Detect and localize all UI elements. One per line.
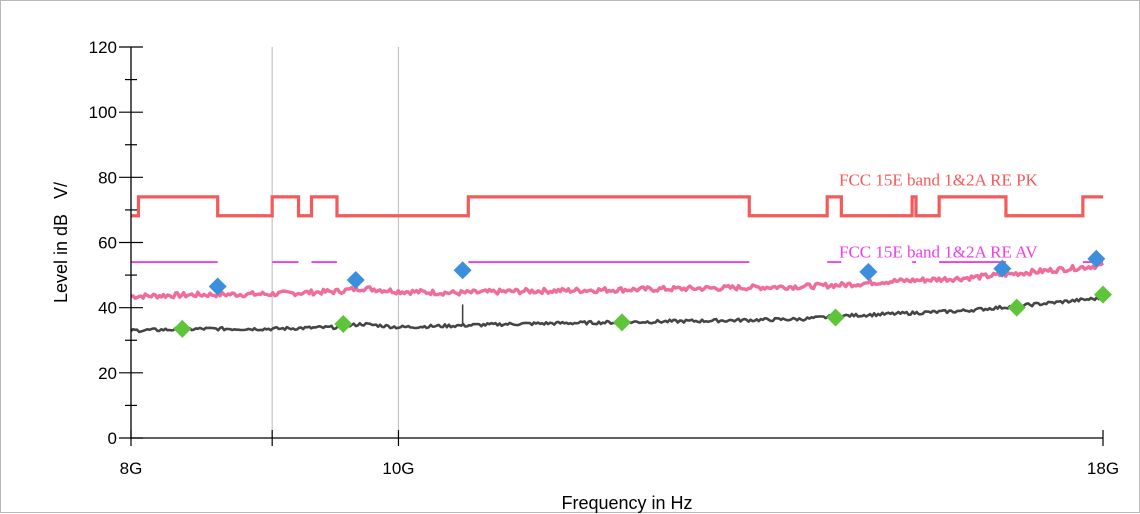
y-axis-title: Level in dB V/: [51, 182, 71, 303]
x-tick-label: 10G: [382, 459, 414, 478]
peak-marker: [1087, 249, 1106, 268]
markers: [173, 249, 1112, 338]
peak-marker: [453, 261, 472, 280]
y-tick-label: 20: [98, 364, 117, 383]
y-tick-label: 60: [98, 234, 117, 253]
x-tick-label: 18G: [1087, 459, 1119, 478]
pk-limit-line: [131, 195, 1103, 218]
av-limit-label: FCC 15E band 1&2A RE AV: [839, 243, 1038, 262]
grid-layer: [271, 47, 400, 438]
y-tick-label: 120: [89, 38, 117, 57]
axes: 0 20 40 60 80 100 120 8G 10G 18G: [89, 38, 1119, 478]
average-marker: [1094, 285, 1112, 304]
average-marker: [826, 308, 845, 327]
y-tick-label: 0: [108, 429, 117, 448]
average-marker: [612, 313, 631, 332]
average-marker: [334, 314, 353, 333]
x-tick-label: 8G: [120, 459, 143, 478]
y-tick-label: 40: [98, 299, 117, 318]
limit-lines: FCC 15E band 1&2A RE PK FCC 15E band 1&2A…: [131, 170, 1103, 263]
y-tick-label: 80: [98, 168, 117, 187]
peak-trace: [130, 261, 1105, 300]
y-tick-label: 100: [89, 103, 117, 122]
peak-marker: [208, 277, 227, 296]
peak-marker: [346, 270, 365, 289]
pk-limit-label: FCC 15E band 1&2A RE PK: [839, 170, 1039, 189]
average-marker: [173, 319, 192, 338]
peak-marker: [859, 262, 878, 281]
x-axis-title: Frequency in Hz: [561, 493, 692, 513]
average-trace: [130, 295, 1104, 334]
average-marker: [1007, 298, 1026, 317]
peak-marker: [993, 259, 1012, 278]
